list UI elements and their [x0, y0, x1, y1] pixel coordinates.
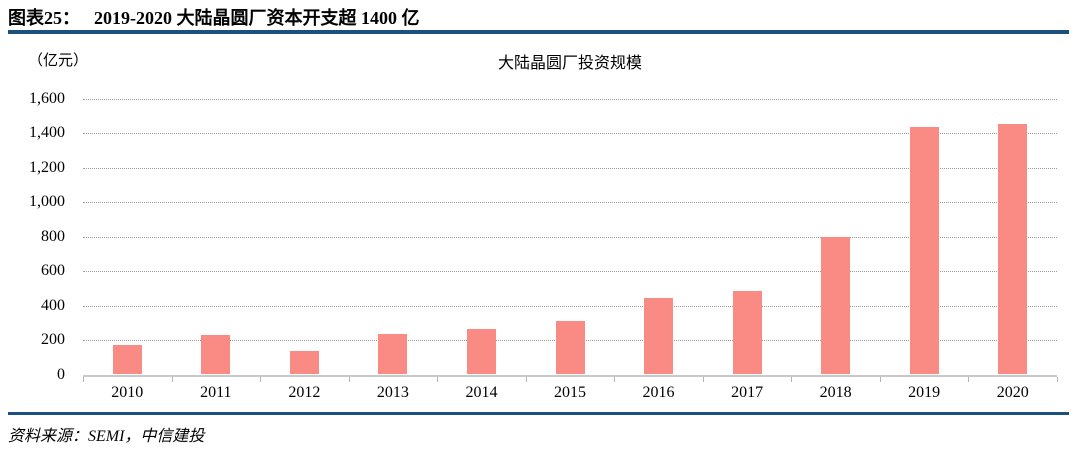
x-axis-category-label: 2020 [996, 383, 1029, 401]
x-axis-tick-mark [879, 376, 881, 382]
source-note: 资料来源：SEMI，中信建投 [8, 428, 205, 445]
bar-2019 [909, 127, 939, 375]
bar-2010 [112, 345, 142, 375]
x-axis-tick-mark [171, 376, 173, 382]
bar-2013 [378, 333, 408, 375]
x-axis-tick-mark [260, 376, 262, 382]
bar-2011 [201, 334, 231, 375]
bar-2020 [998, 123, 1028, 375]
x-axis-category-label: 2011 [200, 383, 232, 401]
y-axis-unit-label: （亿元） [28, 53, 89, 69]
bottom-divider-line [8, 412, 1069, 415]
y-gridline-600 [83, 271, 1057, 273]
y-axis-tick-label: 1,400 [29, 124, 65, 142]
x-axis-tick-mark [1057, 376, 1058, 382]
y-axis-tick-label: 1,000 [29, 193, 65, 211]
y-axis-tick-label: 1,200 [29, 158, 65, 176]
x-axis-category-label: 2018 [819, 383, 852, 401]
x-axis-tick-mark [614, 376, 616, 382]
y-axis-tick-label: 200 [41, 331, 65, 349]
figure-title: 2019-2020 大陆晶圆厂资本开支超 1400 亿 [94, 8, 420, 28]
y-gridline-800 [83, 236, 1057, 238]
y-axis-tick-label: 1,600 [29, 90, 65, 107]
x-axis-category-label: 2012 [288, 383, 321, 401]
bar-2016 [644, 298, 674, 375]
y-gridline-400 [83, 305, 1057, 307]
x-axis-line [83, 374, 1057, 377]
bar-2015 [555, 320, 585, 375]
x-axis-category-label: 2017 [731, 383, 764, 401]
x-axis-tick-mark [437, 376, 439, 382]
figure-header: 图表25： 2019-2020 大陆晶圆厂资本开支超 1400 亿 [8, 4, 420, 30]
y-gridline-1000 [83, 202, 1057, 204]
x-axis-tick-mark [702, 376, 704, 382]
x-axis-category-label: 2016 [642, 383, 675, 401]
x-axis-category-label: 2014 [465, 383, 498, 401]
x-axis-tick-mark [791, 376, 793, 382]
x-axis-tick-mark [525, 376, 527, 382]
x-axis-category-label: 2013 [376, 383, 409, 401]
x-axis-category-label: 2015 [553, 383, 586, 401]
bar-2012 [289, 350, 319, 375]
y-axis-tick-label: 0 [57, 365, 65, 383]
bar-2017 [732, 291, 762, 375]
chart-title: 大陆晶圆厂投资规模 [497, 55, 642, 72]
y-axis-tick-label: 400 [41, 296, 65, 314]
y-gridline-1200 [83, 167, 1057, 169]
bar-2014 [466, 328, 496, 375]
x-axis-category-label: 2010 [111, 383, 144, 401]
y-gridline-1600 [83, 99, 1057, 100]
y-axis-tick-label: 800 [41, 227, 65, 245]
y-axis-tick-label: 600 [41, 262, 65, 280]
x-axis-tick-mark [83, 376, 84, 382]
bar-2018 [821, 237, 851, 375]
x-axis-category-label: 2019 [908, 383, 941, 401]
x-axis-tick-mark [968, 376, 970, 382]
figure-number-label: 图表25： [8, 8, 80, 28]
y-gridline-1400 [83, 133, 1057, 135]
top-divider-line [8, 30, 1069, 34]
x-axis-tick-mark [348, 376, 350, 382]
